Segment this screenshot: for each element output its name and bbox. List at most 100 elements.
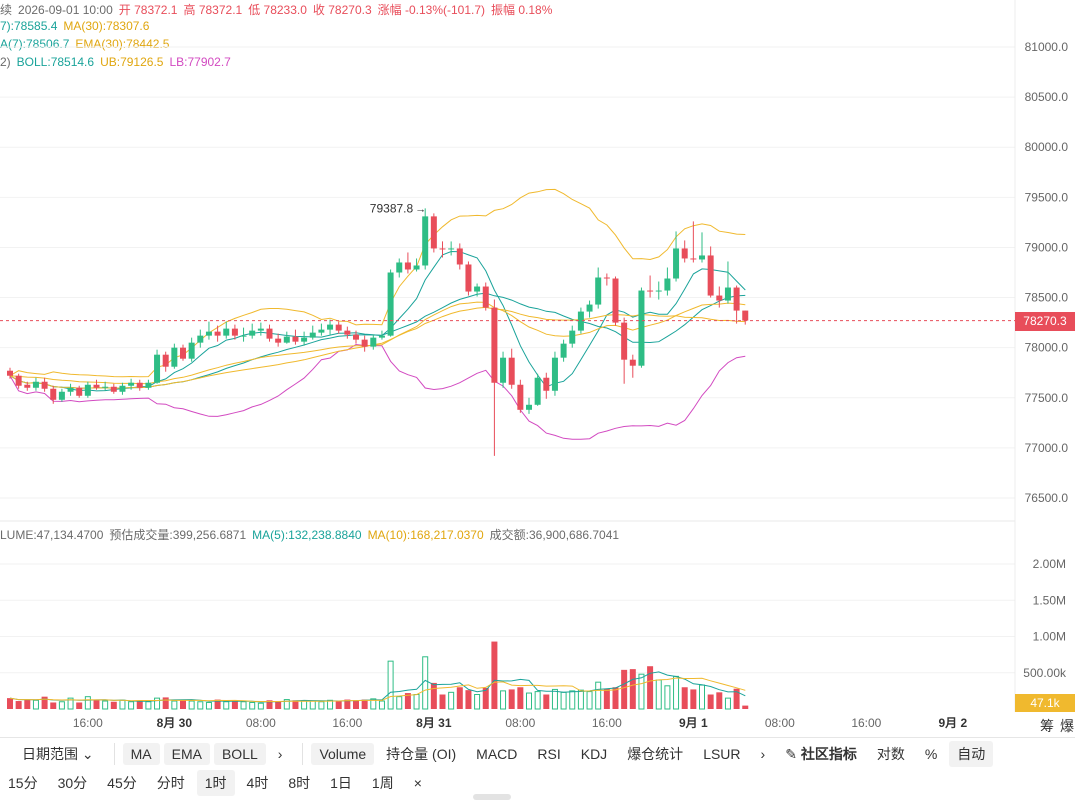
- drag-handle[interactable]: [473, 794, 511, 800]
- volume-bar-down: [517, 687, 524, 709]
- volume-button[interactable]: Volume: [311, 743, 375, 765]
- last-price-badge: 78270.3: [1015, 312, 1075, 331]
- volume-bar-down: [24, 699, 31, 709]
- corner-label-chou: 筹: [1040, 718, 1054, 734]
- info-line-ohlc: 续 2026-09-01 10:00 开 78372.1 高 78372.1 低 782…: [0, 1, 558, 18]
- indicator-toolbar: 日期范围 ⌄ MA EMA BOLL › Volume 持仓量 (OI) MAC…: [0, 737, 1075, 770]
- volume-bar-up: [223, 701, 230, 710]
- interval-toolbar: 15分 30分 45分 分时 1时 4时 8时 1日 1周 ×: [0, 769, 1075, 797]
- candle-up: [67, 387, 74, 392]
- price-tick-label: 80500.0: [1025, 90, 1069, 104]
- candle-up: [413, 265, 420, 270]
- volume-badge: 47.1k: [1015, 694, 1075, 712]
- candle-up: [32, 381, 39, 388]
- candle-up: [197, 335, 204, 343]
- candle-up: [205, 331, 212, 336]
- volume-bar-down: [733, 688, 740, 709]
- price-tick-label: 76500.0: [1025, 491, 1069, 505]
- log-scale-button[interactable]: 对数: [876, 746, 905, 762]
- volume-bar-down: [456, 687, 463, 709]
- interval-timeshare[interactable]: 分时: [156, 775, 185, 791]
- line1-item-1: 2026-09-01 10:00: [18, 3, 113, 17]
- candle-down: [162, 354, 169, 367]
- auto-scale-button[interactable]: 自动: [949, 741, 994, 767]
- kdj-button[interactable]: KDJ: [580, 746, 608, 762]
- interval-15m[interactable]: 15分: [8, 775, 38, 791]
- volume-bar-up: [145, 701, 152, 710]
- time-tick-label: 16:00: [851, 716, 881, 730]
- volume-bar-down: [76, 702, 83, 709]
- candle-up: [102, 386, 109, 388]
- candle-down: [647, 290, 654, 292]
- ma-button[interactable]: MA: [122, 743, 160, 765]
- community-indicator-button[interactable]: ✎ 社区指标: [785, 746, 857, 762]
- boll-upper-line: [9, 188, 746, 378]
- volume-bar-up: [84, 696, 91, 710]
- sub-indicator-next-icon[interactable]: ›: [760, 746, 766, 762]
- volume-bar-up: [526, 692, 532, 710]
- volume-bar-down: [707, 694, 714, 709]
- interval-4h[interactable]: 4时: [246, 775, 269, 791]
- macd-button[interactable]: MACD: [476, 746, 518, 762]
- interval-30m[interactable]: 30分: [57, 775, 88, 791]
- volume-bar-up: [249, 701, 256, 710]
- interval-1w[interactable]: 1周: [371, 775, 394, 791]
- candlestick-chart[interactable]: 81000.0 80500.0 80000.0 79500.0 79000.0 78500…: [0, 0, 1075, 736]
- boll-button[interactable]: BOLL: [213, 743, 266, 765]
- candle-up: [500, 357, 507, 383]
- volume-bar-down: [344, 699, 351, 709]
- corner-label-bao: 爆: [1060, 718, 1074, 734]
- main-indicator-next-icon[interactable]: ›: [277, 746, 283, 762]
- candle-down: [621, 322, 628, 360]
- volume-bar-up: [586, 691, 593, 710]
- price-tick-label: 78000.0: [1025, 341, 1069, 355]
- lsur-button[interactable]: LSUR: [703, 746, 741, 762]
- candle-down: [456, 248, 463, 265]
- time-tick-label: 9月 2: [939, 716, 968, 730]
- open-interest-button[interactable]: 持仓量 (OI): [386, 746, 457, 762]
- candle-down: [508, 357, 515, 385]
- candle-down: [15, 375, 22, 386]
- volume-bar-up: [58, 701, 65, 710]
- volume-bar-down: [543, 694, 550, 709]
- liquidation-stats-button[interactable]: 爆仓统计: [627, 746, 684, 762]
- volume-bar-up: [318, 701, 325, 710]
- interval-45m[interactable]: 45分: [107, 775, 137, 791]
- candle-up: [387, 272, 394, 336]
- candles: [7, 208, 749, 456]
- candle-up: [257, 328, 264, 331]
- volume-bar-up: [413, 694, 420, 710]
- candle-down: [266, 328, 273, 339]
- candle-up: [128, 382, 135, 386]
- close-icon[interactable]: ×: [413, 775, 422, 791]
- volume-bar-down: [231, 701, 238, 709]
- volume-bar-up: [327, 699, 334, 710]
- line1-item-7: 振幅 0.18%: [491, 3, 553, 17]
- volume-bar-up: [724, 697, 731, 710]
- volume-bar-down: [491, 641, 498, 709]
- volume-bar-up: [188, 700, 195, 710]
- candle-up: [551, 357, 558, 391]
- line4-item-1: BOLL:78514.6: [16, 55, 95, 69]
- date-range-dropdown[interactable]: 日期范围 ⌄: [22, 746, 94, 762]
- volume-bar-down: [716, 692, 723, 709]
- volume-bar-down: [266, 700, 273, 709]
- percent-scale-button[interactable]: %: [924, 746, 938, 762]
- interval-1h[interactable]: 1时: [196, 770, 235, 796]
- time-tick-label: 9月 1: [679, 716, 708, 730]
- candle-down: [681, 248, 688, 259]
- candle-down: [353, 334, 359, 340]
- time-tick-label: 16:00: [73, 716, 103, 730]
- ema-button[interactable]: EMA: [163, 743, 210, 765]
- volume-bar-down: [180, 700, 186, 709]
- max-price-annotation: 79387.8: [370, 201, 414, 215]
- interval-8h[interactable]: 8时: [288, 775, 311, 791]
- candle-down: [543, 377, 550, 391]
- interval-1d[interactable]: 1日: [330, 775, 352, 791]
- candle-down: [292, 336, 299, 342]
- candle-down: [430, 216, 437, 249]
- volume-bar-down: [292, 700, 299, 709]
- volume-bar-up: [171, 700, 178, 710]
- rsi-button[interactable]: RSI: [537, 746, 561, 762]
- divider: [113, 743, 115, 765]
